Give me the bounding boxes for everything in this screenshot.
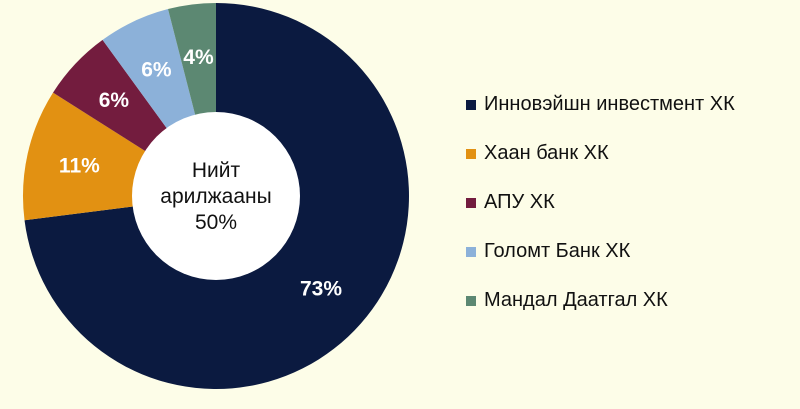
legend-item-innovation: Инновэйшн инвестмент ХК	[466, 80, 735, 129]
legend-label-apu: АПУ ХК	[484, 191, 555, 213]
legend-swatch-apu	[466, 197, 476, 208]
chart-legend: Инновэйшн инвестмент ХК Хаан банк ХК АПУ…	[466, 80, 735, 325]
legend-swatch-golomt-bank	[466, 246, 476, 257]
center-label-line2: арилжааны	[160, 185, 271, 208]
legend-swatch-khan-bank	[466, 148, 476, 159]
center-label-line1: Нийт	[192, 159, 241, 182]
legend-item-apu: АПУ ХК	[466, 178, 735, 227]
legend-item-khan-bank: Хаан банк ХК	[466, 129, 735, 178]
legend-item-golomt-bank: Голомт Банк ХК	[466, 227, 735, 276]
center-label-line3: 50%	[195, 211, 237, 234]
legend-item-mandal-insurance: Мандал Даатгал ХК	[466, 276, 735, 325]
slice-label-3: 6%	[141, 58, 172, 81]
donut-hole	[132, 112, 300, 280]
slice-label-4: 4%	[183, 46, 214, 69]
slice-label-0: 73%	[300, 278, 342, 301]
slice-label-2: 6%	[99, 89, 130, 112]
slice-label-1: 11%	[59, 154, 100, 177]
legend-label-innovation: Инновэйшн инвестмент ХК	[484, 93, 735, 115]
legend-label-khan-bank: Хаан банк ХК	[484, 142, 609, 164]
legend-swatch-innovation	[466, 99, 476, 110]
legend-label-mandal-insurance: Мандал Даатгал ХК	[484, 289, 668, 311]
legend-swatch-mandal-insurance	[466, 295, 476, 306]
legend-label-golomt-bank: Голомт Банк ХК	[484, 240, 631, 262]
slice-labels: 73% 11% 6% 6% 4%	[59, 46, 342, 300]
